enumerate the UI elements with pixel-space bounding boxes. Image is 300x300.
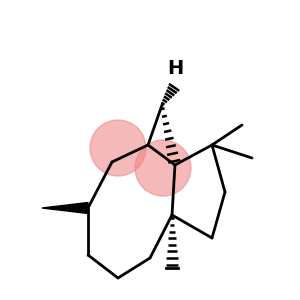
- Polygon shape: [42, 202, 88, 214]
- Circle shape: [135, 140, 191, 196]
- Circle shape: [90, 120, 146, 176]
- Text: H: H: [167, 58, 183, 77]
